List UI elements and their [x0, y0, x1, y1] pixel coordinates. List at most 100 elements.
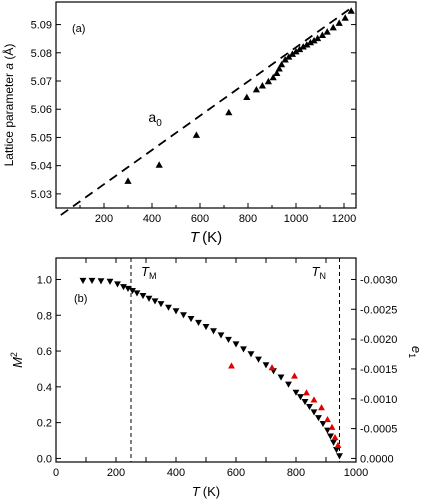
reference-line-label-sub: 0 — [156, 118, 162, 129]
y2-tick-label: -0.0005 — [360, 424, 397, 436]
data-point — [172, 308, 180, 315]
data-point — [281, 56, 289, 63]
panel-b-y-axis-sup: 2 — [9, 352, 19, 357]
data-point — [301, 398, 309, 406]
data-point — [232, 341, 240, 348]
panel-a-y-axis-unit: (Å) — [1, 44, 16, 63]
panel-a-frame — [55, 1, 357, 209]
y-tick-label: 5.09 — [31, 20, 52, 32]
y2-tick-label: 0.0000 — [360, 453, 394, 465]
data-point — [225, 336, 232, 344]
data-point — [151, 298, 159, 305]
reference-line-a0-path — [60, 5, 355, 216]
data-point — [324, 416, 331, 423]
x-tick-label: 200 — [95, 213, 113, 225]
data-point — [187, 315, 195, 323]
data-point — [247, 351, 255, 358]
data-point — [165, 304, 172, 311]
x-tick-label: 1200 — [332, 213, 356, 225]
tm-label-main: T — [141, 264, 150, 279]
y2-tick-label: -0.0010 — [360, 394, 397, 406]
y-tick-label: 5.03 — [31, 189, 52, 201]
tn-label-main: T — [312, 264, 321, 279]
y-tick-label: 0.6 — [37, 346, 52, 358]
data-point — [285, 53, 293, 60]
data-point — [258, 82, 267, 89]
data-point — [310, 396, 318, 403]
panel-a-y-axis-prefix: Lattice parameter — [2, 70, 16, 167]
data-point — [297, 394, 304, 401]
data-point — [124, 285, 132, 293]
data-point — [330, 439, 337, 446]
y-tick-label: 5.07 — [31, 76, 52, 88]
data-point — [328, 423, 336, 430]
data-point — [333, 446, 340, 454]
data-point — [106, 278, 114, 285]
y2-tick-label: -0.0015 — [360, 364, 397, 376]
data-point — [210, 328, 217, 335]
data-point — [306, 404, 313, 411]
data-point — [269, 73, 277, 81]
data-point — [285, 381, 292, 388]
panel-a: 200 400 600 800 1000 1200 5.035.045.055.065.0… — [1, 1, 357, 246]
y-tick-label: 0.8 — [37, 310, 52, 322]
y-tick-label: 0.0 — [37, 453, 52, 465]
data-point — [303, 41, 311, 48]
panel-b: 0 200 400 600 800 1000 0.0 0.2 0.4 0.6 0.8 1.0 0.0… — [9, 257, 421, 499]
data-point — [262, 362, 270, 369]
data-point — [327, 433, 334, 440]
x-tick-label: 600 — [227, 467, 245, 479]
y-tick-label: 5.04 — [31, 161, 52, 173]
x-tick-label: 1000 — [344, 467, 368, 479]
data-point — [88, 277, 96, 284]
data-point — [292, 47, 300, 55]
data-point — [243, 93, 251, 101]
x-tick-label: 400 — [167, 467, 185, 479]
tm-label-sub: M — [149, 271, 157, 281]
panel-b-x-axis-unit: (K) — [203, 484, 220, 499]
panel-a-y-ticks: 5.03 5.04 5.05 5.06 5.07 5.08 5.09 — [31, 20, 356, 201]
y2-tick-label: -0.0025 — [360, 304, 397, 316]
tn-label: TN — [312, 264, 326, 281]
data-point — [277, 374, 285, 381]
data-point — [277, 60, 286, 68]
data-point — [310, 36, 318, 44]
y-tick-label: 5.05 — [31, 132, 52, 144]
data-point — [240, 346, 247, 353]
x-tick-label: 200 — [107, 467, 125, 479]
data-point — [336, 453, 343, 460]
panel-a-y-axis-var: a — [2, 63, 16, 70]
data-point — [303, 389, 310, 396]
data-point — [268, 364, 276, 371]
tn-label-sub: N — [319, 271, 326, 281]
x-tick-label: 800 — [239, 213, 257, 225]
panel-a-x-ticks: 200 400 600 800 1000 1200 — [79, 203, 356, 225]
data-point — [139, 293, 147, 300]
data-point — [341, 14, 349, 21]
panel-b-x-ticks: 0 200 400 600 800 1000 — [53, 258, 368, 479]
tm-label: TM — [141, 264, 156, 281]
panel-b-y-ticks: 0.0 0.2 0.4 0.6 0.8 1.0 — [37, 274, 61, 465]
data-point — [310, 409, 318, 416]
data-point — [347, 7, 355, 14]
panel-a-x-axis-label: T (K) — [190, 229, 222, 246]
y2-tick-label: -0.0020 — [360, 334, 397, 346]
x-tick-label: 800 — [287, 467, 305, 479]
data-point — [315, 415, 322, 422]
data-point — [319, 421, 327, 428]
data-point — [335, 19, 343, 26]
data-point — [79, 277, 87, 284]
panel-a-x-axis-var: T — [190, 229, 201, 246]
data-point — [292, 389, 300, 396]
panel-b-y2-axis-var: e — [409, 346, 421, 353]
panel-a-x-axis-unit: (K) — [202, 229, 222, 246]
data-point — [252, 85, 261, 93]
data-point — [114, 281, 121, 288]
data-point — [157, 301, 165, 308]
y-tick-label: 0.2 — [37, 418, 52, 430]
reference-line-label-main: a — [148, 109, 156, 125]
data-point — [255, 356, 262, 363]
x-tick-label: 400 — [143, 213, 161, 225]
panel-b-points — [79, 277, 343, 460]
